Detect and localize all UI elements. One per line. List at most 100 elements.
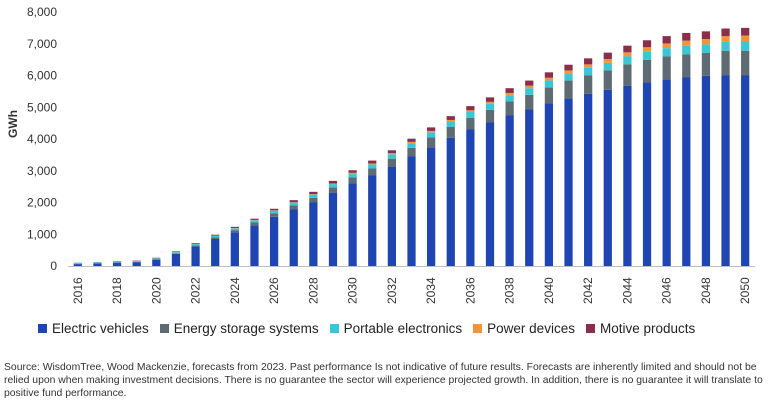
- y-tick-label: 8,000: [27, 5, 57, 19]
- bar-energy-storage-systems: [682, 54, 691, 78]
- bar-stack-2041: [564, 64, 573, 266]
- bar-electric-vehicles: [132, 262, 141, 266]
- bar-portable-electronics: [250, 220, 259, 223]
- legend-item: Power devices: [473, 321, 575, 336]
- bar-energy-storage-systems: [662, 56, 671, 80]
- bar-stack-2017: [93, 262, 102, 266]
- bar-energy-storage-systems: [191, 245, 200, 247]
- bar-stack-2020: [152, 257, 161, 266]
- bar-portable-electronics: [309, 194, 318, 198]
- bar-power-devices: [407, 141, 416, 144]
- bar-energy-storage-systems: [309, 197, 318, 203]
- y-axis-label: GWh: [6, 110, 20, 138]
- bar-motive-products: [701, 31, 711, 39]
- bar-stack-2023: [211, 234, 220, 266]
- bar-motive-products: [269, 208, 279, 211]
- legend-item: Portable electronics: [329, 320, 463, 336]
- bar-electric-vehicles: [230, 232, 239, 266]
- bar-portable-electronics: [603, 62, 612, 71]
- x-tick-label: 2032: [385, 277, 399, 304]
- legend-label: Power devices: [487, 320, 575, 336]
- bar-motive-products: [427, 127, 436, 131]
- bar-electric-vehicles: [564, 98, 573, 266]
- bar-stack-2040: [544, 72, 554, 266]
- bar-portable-electronics: [642, 51, 652, 60]
- bar-electric-vehicles: [269, 216, 279, 266]
- bar-power-devices: [368, 163, 377, 165]
- y-tick-label: 0: [50, 259, 57, 273]
- bar-electric-vehicles: [701, 75, 711, 266]
- bar-energy-storage-systems: [623, 64, 632, 86]
- x-axis: 2016 2018 2020 2022 2024 2026 2028 2030 2032 2034…: [68, 266, 755, 304]
- bar-stack-2037: [485, 97, 495, 267]
- bar-stack-2018: [112, 261, 122, 266]
- y-tick-label: 2,000: [27, 196, 57, 210]
- bar-stack-2031: [368, 160, 377, 266]
- bar-energy-storage-systems: [427, 137, 436, 148]
- y-tick-label: 5,000: [27, 100, 57, 114]
- legend-label: Portable electronics: [343, 320, 463, 336]
- bar-portable-electronics: [427, 132, 436, 138]
- bar-motive-products: [211, 234, 220, 236]
- bar-portable-electronics: [368, 164, 377, 169]
- bar-motive-products: [289, 200, 298, 203]
- bar-portable-electronics: [93, 262, 102, 264]
- legend-swatch: [585, 323, 595, 333]
- legend-swatch: [329, 323, 339, 333]
- bar-power-devices: [525, 85, 534, 89]
- bar-stack-2047: [682, 32, 691, 266]
- bar-portable-electronics: [348, 173, 357, 178]
- bar-portable-electronics: [446, 121, 455, 127]
- x-tick-label: 2022: [189, 277, 203, 304]
- bar-stacks: [73, 27, 750, 267]
- bar-power-devices: [682, 40, 691, 46]
- bar-portable-electronics: [191, 244, 200, 246]
- bar-motive-products: [642, 40, 652, 48]
- bar-motive-products: [662, 36, 671, 44]
- bar-motive-products: [171, 251, 181, 253]
- bar-motive-products: [466, 106, 475, 111]
- bar-portable-electronics: [73, 262, 82, 264]
- bar-energy-storage-systems: [211, 237, 220, 240]
- bar-electric-vehicles: [387, 166, 396, 266]
- bar-energy-storage-systems: [407, 147, 416, 157]
- bar-power-devices: [642, 47, 652, 52]
- x-tick-label: 2026: [267, 277, 281, 304]
- bar-motive-products: [387, 150, 396, 154]
- bar-stack-2043: [603, 52, 612, 266]
- bar-portable-electronics: [211, 235, 220, 238]
- bar-motive-products: [741, 27, 750, 36]
- bar-power-devices: [623, 52, 632, 57]
- bar-power-devices: [309, 194, 318, 195]
- bar-power-devices: [348, 172, 357, 174]
- bar-stack-2026: [269, 208, 279, 266]
- x-tick-label: 2042: [581, 277, 595, 304]
- bar-electric-vehicles: [603, 89, 612, 266]
- bar-energy-storage-systems: [348, 177, 357, 184]
- bar-electric-vehicles: [289, 209, 298, 266]
- bar-portable-electronics: [564, 73, 573, 81]
- bar-portable-electronics: [525, 88, 534, 95]
- bar-stack-2034: [427, 127, 436, 266]
- bar-energy-storage-systems: [387, 158, 396, 167]
- y-tick-label: 6,000: [27, 69, 57, 83]
- bar-stack-2033: [407, 138, 416, 266]
- bar-motive-products: [564, 64, 573, 71]
- bar-stack-2045: [642, 40, 652, 266]
- bar-motive-products: [191, 243, 200, 244]
- bar-energy-storage-systems: [701, 52, 711, 76]
- bar-motive-products: [584, 58, 593, 65]
- bar-electric-vehicles: [93, 263, 102, 266]
- bar-electric-vehicles: [427, 147, 436, 266]
- bar-motive-products: [505, 88, 514, 93]
- bar-electric-vehicles: [152, 259, 161, 266]
- bar-power-devices: [603, 58, 612, 63]
- bar-power-devices: [466, 110, 475, 113]
- bar-electric-vehicles: [407, 156, 416, 266]
- bar-portable-electronics: [701, 44, 711, 53]
- bar-energy-storage-systems: [584, 75, 593, 94]
- bar-portable-electronics: [584, 67, 593, 76]
- bar-portable-electronics: [132, 260, 141, 262]
- bar-power-devices: [485, 101, 495, 104]
- bar-electric-vehicles: [211, 239, 220, 266]
